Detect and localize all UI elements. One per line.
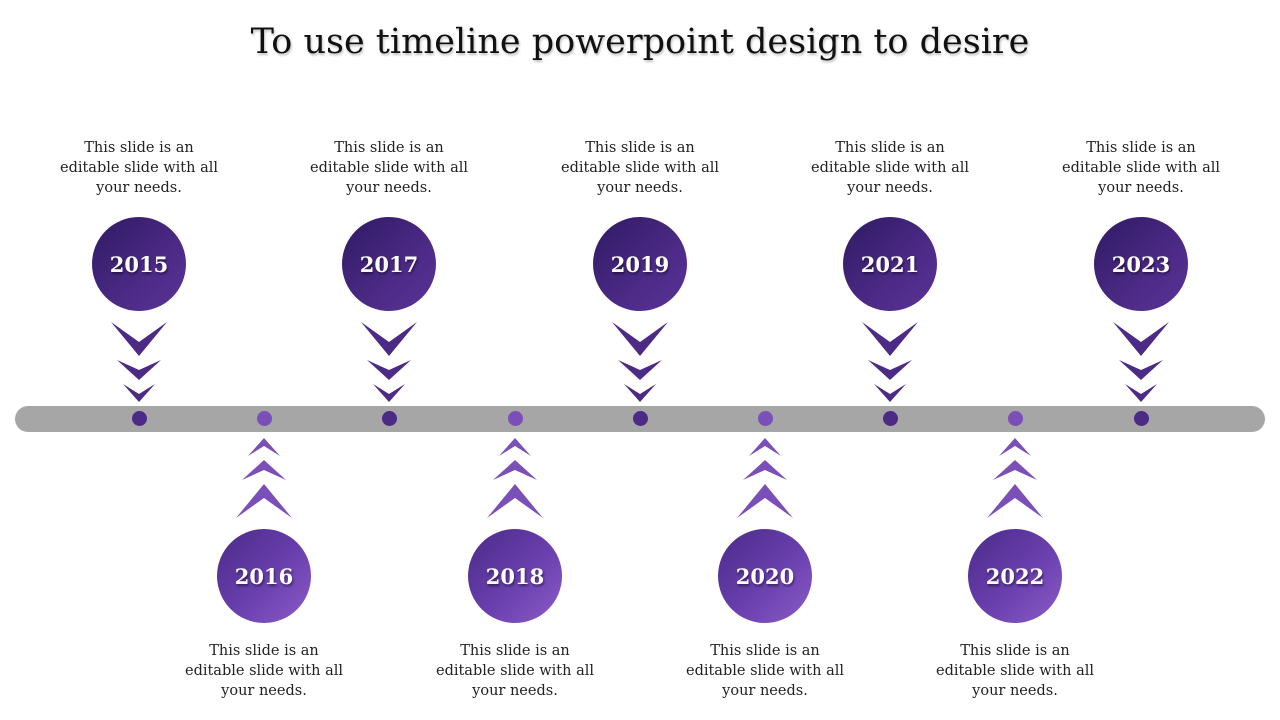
chevron-shape xyxy=(749,438,781,456)
year-circle-2017: 2017 xyxy=(342,217,436,311)
chevron-shape xyxy=(874,384,906,402)
chevron-shape xyxy=(862,322,918,356)
chevron-shape xyxy=(999,438,1031,456)
chevron-shape xyxy=(612,322,668,356)
chevron-shape xyxy=(373,384,405,402)
chevron-shape xyxy=(487,484,543,518)
chevron-shape xyxy=(123,384,155,402)
up-chevrons-icon-2016 xyxy=(236,438,292,518)
chevron-shape xyxy=(743,460,787,480)
chevron-shape xyxy=(1125,384,1157,402)
up-chevrons-icon-2022 xyxy=(987,438,1043,518)
year-circle-2019: 2019 xyxy=(593,217,687,311)
milestone-description-2019: This slide is an editable slide with all… xyxy=(560,140,719,196)
down-chevrons-icon-2015 xyxy=(111,322,167,402)
chevron-shape xyxy=(117,360,161,380)
chevron-shape xyxy=(624,384,656,402)
year-circle-2022: 2022 xyxy=(968,529,1062,623)
year-label: 2022 xyxy=(985,563,1045,589)
timeline-dot-2015 xyxy=(131,411,147,426)
timeline-dot-2017 xyxy=(381,411,397,426)
chevron-shape xyxy=(111,322,167,356)
timeline-dot-2019 xyxy=(632,411,648,426)
milestone-description-2016: This slide is an editable slide with all… xyxy=(184,643,343,699)
chevron-shape xyxy=(242,460,286,480)
chevron-shape xyxy=(737,484,793,518)
timeline-dot-2016 xyxy=(256,411,272,426)
chevron-shape xyxy=(868,360,912,380)
year-label: 2019 xyxy=(610,251,670,277)
year-circle-2023: 2023 xyxy=(1094,217,1188,311)
milestone-description-2017: This slide is an editable slide with all… xyxy=(309,140,468,196)
up-chevrons-icon-2020 xyxy=(737,438,793,518)
timeline-dot-2022 xyxy=(1007,411,1023,426)
milestone-description-2018: This slide is an editable slide with all… xyxy=(435,643,594,699)
chevron-shape xyxy=(367,360,411,380)
year-circle-2016: 2016 xyxy=(217,529,311,623)
timeline-dot-2023 xyxy=(1133,411,1149,426)
year-circle-2018: 2018 xyxy=(468,529,562,623)
year-label: 2020 xyxy=(735,563,795,589)
milestone-description-2021: This slide is an editable slide with all… xyxy=(810,140,969,196)
year-circle-2020: 2020 xyxy=(718,529,812,623)
chevron-shape xyxy=(987,484,1043,518)
down-chevrons-icon-2023 xyxy=(1113,322,1169,402)
milestone-description-2020: This slide is an editable slide with all… xyxy=(685,643,844,699)
year-label: 2017 xyxy=(359,251,419,277)
year-label: 2015 xyxy=(109,251,169,277)
chevron-shape xyxy=(248,438,280,456)
chevron-shape xyxy=(236,484,292,518)
down-chevrons-icon-2017 xyxy=(361,322,417,402)
milestone-description-2022: This slide is an editable slide with all… xyxy=(935,643,1094,699)
chevron-shape xyxy=(361,322,417,356)
up-chevrons-icon-2018 xyxy=(487,438,543,518)
chevron-shape xyxy=(499,438,531,456)
year-label: 2016 xyxy=(234,563,294,589)
year-label: 2021 xyxy=(860,251,920,277)
year-label: 2018 xyxy=(485,563,545,589)
year-circle-2015: 2015 xyxy=(92,217,186,311)
year-label: 2023 xyxy=(1111,251,1171,277)
timeline-dot-2020 xyxy=(757,411,773,426)
milestone-description-2023: This slide is an editable slide with all… xyxy=(1061,140,1220,196)
timeline-dot-2021 xyxy=(882,411,898,426)
year-circle-2021: 2021 xyxy=(843,217,937,311)
chevron-shape xyxy=(618,360,662,380)
chevron-shape xyxy=(493,460,537,480)
chevron-shape xyxy=(1113,322,1169,356)
milestone-description-2015: This slide is an editable slide with all… xyxy=(59,140,218,196)
chevron-shape xyxy=(993,460,1037,480)
down-chevrons-icon-2021 xyxy=(862,322,918,402)
chevron-shape xyxy=(1119,360,1163,380)
page-title: To use timeline powerpoint design to des… xyxy=(250,22,1030,62)
timeline-dot-2018 xyxy=(507,411,523,426)
down-chevrons-icon-2019 xyxy=(612,322,668,402)
